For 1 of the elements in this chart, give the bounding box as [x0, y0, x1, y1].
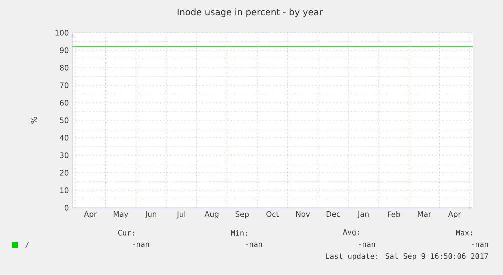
- chart-title: Inode usage in percent - by year: [178, 8, 323, 18]
